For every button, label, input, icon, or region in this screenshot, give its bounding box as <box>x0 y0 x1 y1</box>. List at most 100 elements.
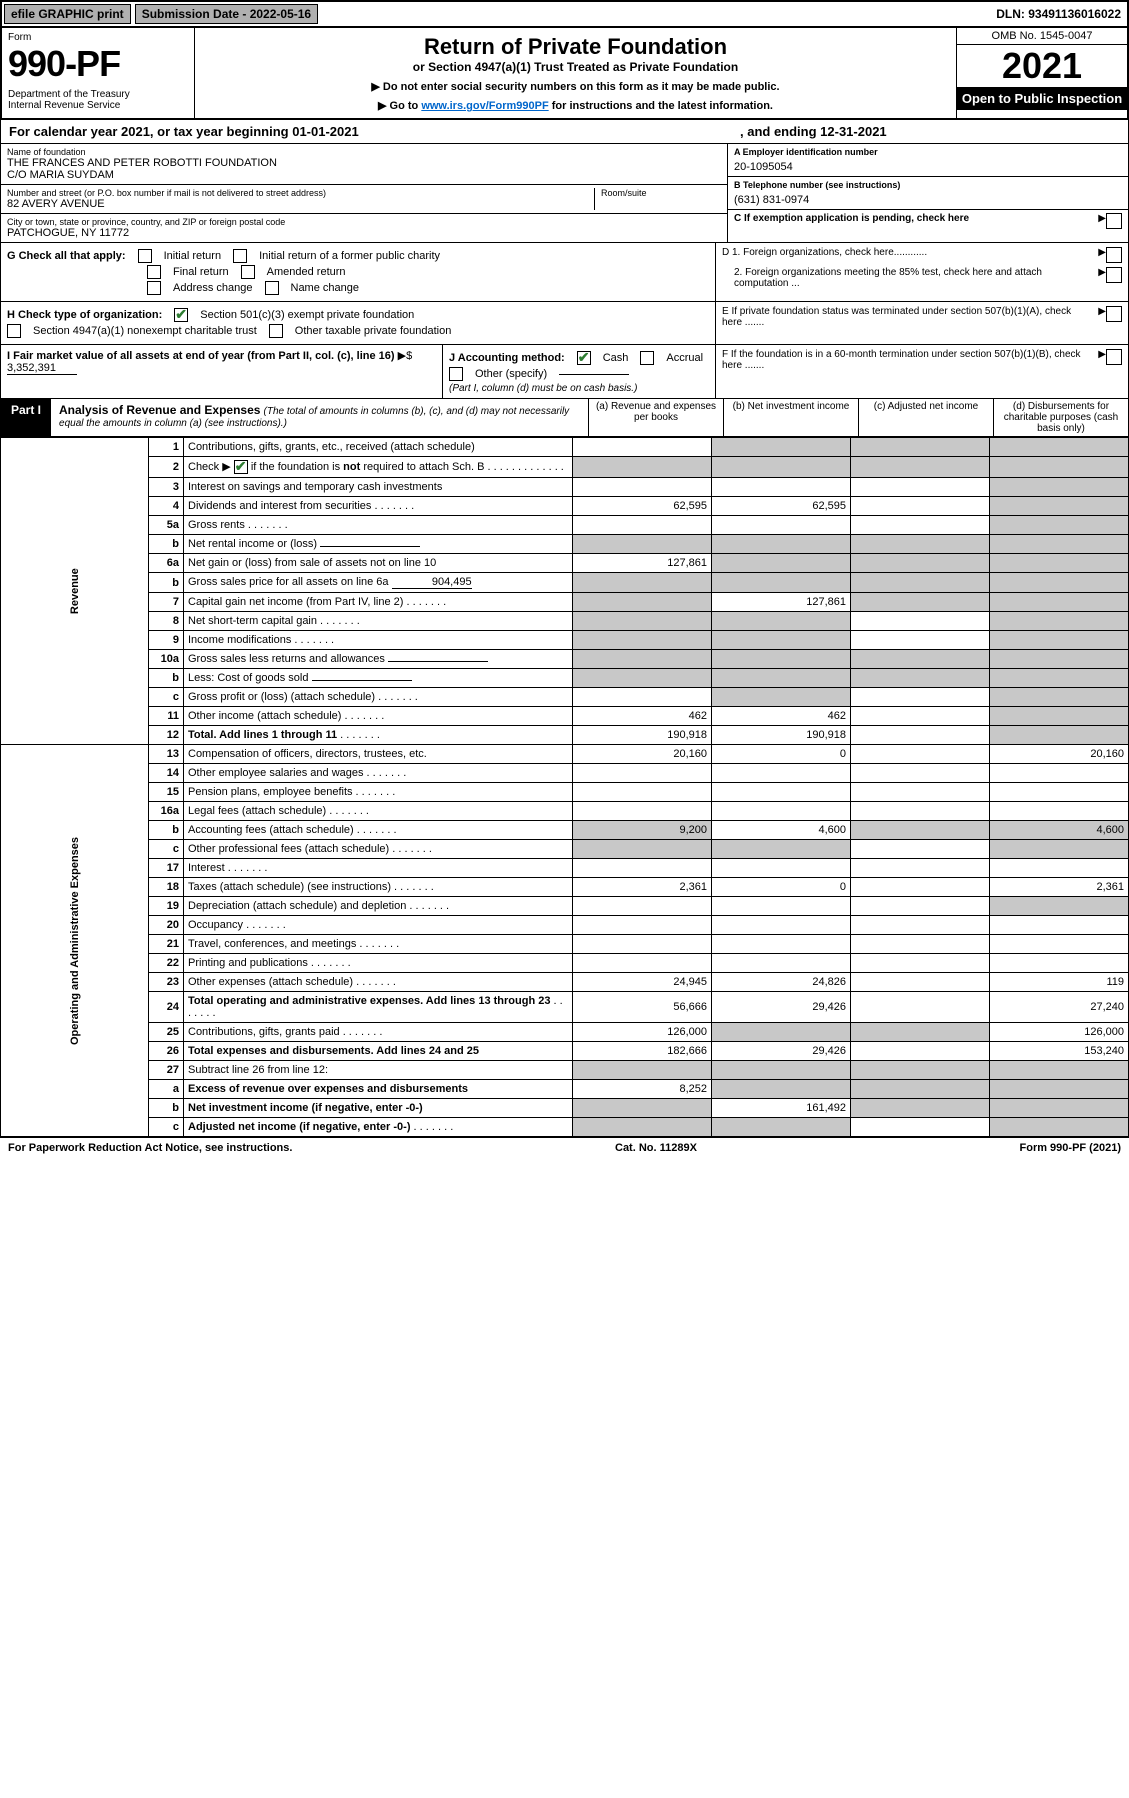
g-opt-0: Initial return <box>164 250 221 262</box>
cell-dd <box>990 707 1129 726</box>
instr-link[interactable]: www.irs.gov/Form990PF <box>421 100 548 112</box>
cell-c <box>851 669 990 688</box>
j-cb-accrual[interactable] <box>640 351 654 365</box>
table-row: 20Occupancy . . . . . . . <box>1 916 1129 935</box>
cell-c <box>851 1080 990 1099</box>
j-cb-cash[interactable] <box>577 351 591 365</box>
d1-checkbox[interactable] <box>1106 247 1122 263</box>
city-cell: City or town, state or province, country… <box>1 214 727 242</box>
g-cb-final[interactable] <box>147 265 161 279</box>
row-desc: Net investment income (if negative, ente… <box>184 1099 573 1118</box>
f-checkbox[interactable] <box>1106 349 1122 365</box>
row-desc: Printing and publications . . . . . . . <box>184 954 573 973</box>
table-row: cAdjusted net income (if negative, enter… <box>1 1118 1129 1137</box>
cell-a: 2,361 <box>573 878 712 897</box>
i-label: I Fair market value of all assets at end… <box>7 350 395 362</box>
table-row: bNet investment income (if negative, ent… <box>1 1099 1129 1118</box>
cell-b <box>712 802 851 821</box>
row-desc: Pension plans, employee benefits . . . .… <box>184 783 573 802</box>
cell-c <box>851 478 990 497</box>
table-row: 23Other expenses (attach schedule) . . .… <box>1 973 1129 992</box>
cell-b: 161,492 <box>712 1099 851 1118</box>
row-num: 20 <box>149 916 184 935</box>
table-row: 11Other income (attach schedule) . . . .… <box>1 707 1129 726</box>
g-opt-4: Address change <box>173 282 253 294</box>
row-desc: Compensation of officers, directors, tru… <box>184 745 573 764</box>
h-cb-other[interactable] <box>269 324 283 338</box>
cell-c <box>851 612 990 631</box>
row-desc: Other income (attach schedule) . . . . .… <box>184 707 573 726</box>
cell-b <box>712 669 851 688</box>
cell-a: 462 <box>573 707 712 726</box>
j-label: J Accounting method: <box>449 352 565 364</box>
table-row: bLess: Cost of goods sold <box>1 669 1129 688</box>
row-desc: Subtract line 26 from line 12: <box>184 1061 573 1080</box>
table-row: 12Total. Add lines 1 through 11 . . . . … <box>1 726 1129 745</box>
cell-b <box>712 1061 851 1080</box>
cell-b <box>712 859 851 878</box>
cell-c <box>851 573 990 593</box>
table-row: 3Interest on savings and temporary cash … <box>1 478 1129 497</box>
cell-dd <box>990 612 1129 631</box>
cell-c <box>851 916 990 935</box>
omb: OMB No. 1545-0047 <box>957 28 1127 45</box>
h-cb-501c3[interactable] <box>174 308 188 322</box>
g-cb-address[interactable] <box>147 281 161 295</box>
cell-c <box>851 516 990 535</box>
cell-a: 9,200 <box>573 821 712 840</box>
h-cb-4947[interactable] <box>7 324 21 338</box>
c-checkbox[interactable] <box>1106 213 1122 229</box>
cell-c <box>851 593 990 612</box>
col-d-hdr: (d) Disbursements for charitable purpose… <box>993 399 1128 436</box>
h-row: H Check type of organization: Section 50… <box>0 302 1129 345</box>
cell-dd <box>990 688 1129 707</box>
cell-c <box>851 840 990 859</box>
row-desc: Check ▶ if the foundation is not require… <box>184 457 573 478</box>
arrow-icon: ▶ <box>1098 349 1106 360</box>
cell-a <box>573 573 712 593</box>
g-cb-amended[interactable] <box>241 265 255 279</box>
room-lbl: Room/suite <box>601 188 721 198</box>
table-row: bNet rental income or (loss) <box>1 535 1129 554</box>
h-opt-3: Other taxable private foundation <box>295 325 452 337</box>
g-cb-name[interactable] <box>265 281 279 295</box>
arrow-icon: ▶ <box>1098 306 1106 317</box>
revenue-side-label: Revenue <box>1 438 149 745</box>
cell-a: 182,666 <box>573 1042 712 1061</box>
footer-left: For Paperwork Reduction Act Notice, see … <box>8 1142 292 1154</box>
cell-a: 20,160 <box>573 745 712 764</box>
cell-dd <box>990 669 1129 688</box>
j-other: Other (specify) <box>475 368 547 380</box>
efile-button[interactable]: efile GRAPHIC print <box>4 4 131 24</box>
schb-checkbox[interactable] <box>234 460 248 474</box>
cell-b: 24,826 <box>712 973 851 992</box>
row-num: c <box>149 688 184 707</box>
row-num: 7 <box>149 593 184 612</box>
cell-b <box>712 897 851 916</box>
cell-a: 56,666 <box>573 992 712 1023</box>
id-block: Name of foundation THE FRANCES AND PETER… <box>0 144 1129 243</box>
cell-b <box>712 1023 851 1042</box>
e-checkbox[interactable] <box>1106 306 1122 322</box>
table-row: 5aGross rents . . . . . . . <box>1 516 1129 535</box>
cell-b: 29,426 <box>712 992 851 1023</box>
table-row: 27Subtract line 26 from line 12: <box>1 1061 1129 1080</box>
c-cell: C If exemption application is pending, c… <box>728 210 1128 236</box>
g-cb-initial-public[interactable] <box>233 249 247 263</box>
cell-a: 8,252 <box>573 1080 712 1099</box>
row-desc: Total expenses and disbursements. Add li… <box>184 1042 573 1061</box>
j-accrual: Accrual <box>666 352 703 364</box>
g-cb-initial[interactable] <box>138 249 152 263</box>
header-right: OMB No. 1545-0047 2021 Open to Public In… <box>956 28 1127 118</box>
cell-c <box>851 897 990 916</box>
j-cb-other[interactable] <box>449 367 463 381</box>
topbar: efile GRAPHIC print Submission Date - 20… <box>0 0 1129 28</box>
cell-a <box>573 1061 712 1080</box>
row-desc: Dividends and interest from securities .… <box>184 497 573 516</box>
cell-c <box>851 631 990 650</box>
cell-c <box>851 1099 990 1118</box>
header-left: Form 990-PF Department of the Treasury I… <box>2 28 195 118</box>
g-opt-1: Initial return of a former public charit… <box>259 250 440 262</box>
cell-a <box>573 954 712 973</box>
d2-checkbox[interactable] <box>1106 267 1122 283</box>
